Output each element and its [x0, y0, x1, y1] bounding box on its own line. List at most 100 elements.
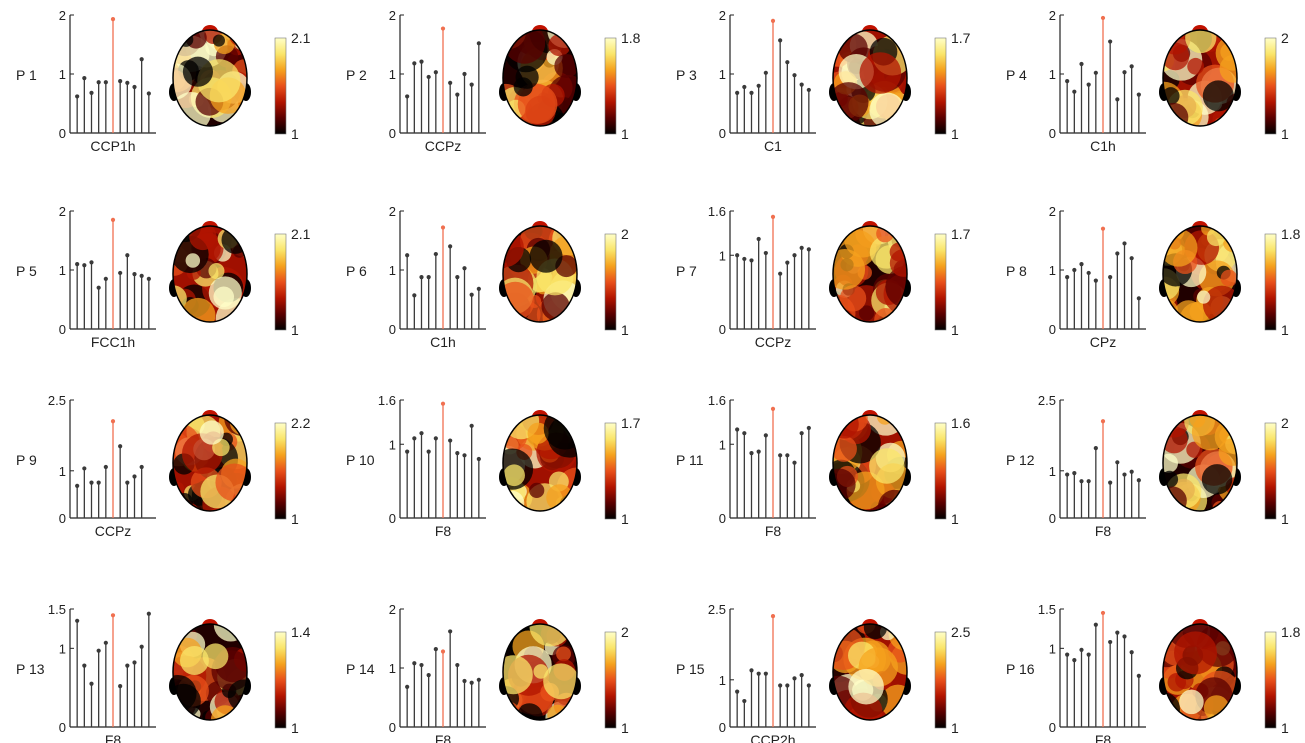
y-tick-label: 1.5 [48, 602, 66, 617]
stem-marker [110, 17, 116, 22]
stem [419, 59, 424, 133]
stem-plot-axes: 012.5 [1038, 393, 1146, 526]
stem [146, 611, 151, 727]
colorbar-gradient [274, 422, 287, 520]
stem [742, 256, 747, 329]
panel-label: P 8 [1006, 263, 1027, 279]
x-axis-label: F8 [435, 732, 452, 743]
stem-marker [756, 671, 761, 676]
stem [1136, 673, 1141, 727]
stem [1093, 70, 1098, 133]
stem-marker [455, 274, 460, 280]
y-tick-label: 0 [389, 720, 396, 735]
stem [799, 672, 804, 727]
y-tick-label: 0 [59, 511, 66, 526]
stem [1122, 241, 1127, 329]
stem [792, 676, 797, 727]
x-axis-label: C1 [764, 138, 782, 154]
stem [125, 80, 130, 133]
stem-highlight [770, 613, 776, 727]
stem-marker [778, 683, 783, 688]
colorbar-max-label: 1.8 [1281, 226, 1301, 242]
colorbar-max-label: 2.1 [291, 30, 311, 46]
stem-marker [103, 640, 108, 645]
panel-label: P 3 [676, 67, 697, 83]
stem-marker [82, 76, 87, 81]
stem [103, 464, 108, 518]
stem [1065, 78, 1070, 133]
x-axis-label: F8 [1095, 523, 1112, 539]
y-tick-label: 1 [1049, 67, 1056, 82]
stem [806, 683, 811, 727]
colorbar-min-label: 1 [291, 511, 299, 527]
stem-plot-axes: 011.5 [48, 602, 156, 735]
stem [412, 293, 417, 329]
stem-marker [440, 225, 446, 230]
stem [1093, 278, 1098, 329]
colorbar-max-label: 2 [621, 624, 629, 640]
stem [806, 425, 811, 518]
stem-marker [1122, 634, 1127, 639]
stem [96, 285, 101, 329]
stem [1136, 92, 1141, 133]
stem-marker [462, 678, 467, 684]
stem-marker [1100, 15, 1106, 21]
colorbar-max-label: 2 [1281, 415, 1289, 431]
stem-marker [146, 276, 151, 281]
stem-marker [89, 480, 94, 485]
stem [749, 668, 754, 727]
colorbar-gradient [1264, 233, 1277, 331]
stem-highlight [1100, 226, 1106, 329]
stem-marker [89, 90, 94, 95]
stem-highlight [1100, 610, 1106, 727]
stem-marker [749, 668, 754, 673]
x-axis-label: C1h [430, 334, 456, 350]
stem-marker [125, 480, 130, 485]
stem [1065, 652, 1070, 727]
stem [455, 451, 460, 518]
stem [785, 260, 790, 329]
stem-marker [1086, 652, 1091, 657]
stem [405, 449, 410, 518]
y-tick-label: 0 [389, 322, 396, 337]
stem [778, 683, 783, 727]
stem [469, 82, 474, 133]
stem-marker [125, 663, 130, 668]
stem [1108, 39, 1113, 133]
stem [462, 453, 467, 518]
stem [1129, 469, 1134, 518]
stem-marker [792, 253, 797, 258]
stem [1079, 61, 1084, 133]
stem-marker [469, 82, 474, 87]
stem [749, 451, 754, 518]
stem [806, 247, 811, 329]
colorbar: 21 [604, 226, 629, 338]
stem-marker [448, 629, 453, 634]
stem-marker [1129, 64, 1134, 69]
stem-marker [792, 676, 797, 681]
stem-marker [763, 671, 768, 676]
stem [433, 436, 438, 518]
stem [1072, 89, 1077, 133]
stem-marker [1086, 82, 1091, 87]
stem-marker [448, 438, 453, 443]
stem [448, 629, 453, 727]
head-topomap [499, 619, 581, 721]
stem [756, 236, 761, 329]
stem [405, 684, 410, 727]
y-tick-label: 0 [59, 126, 66, 141]
stem-marker [1108, 480, 1113, 485]
stem [749, 258, 754, 329]
stem-marker [476, 286, 481, 291]
stem-marker [89, 260, 94, 265]
stem [419, 662, 424, 727]
stem [1115, 460, 1120, 518]
y-tick-label: 1.6 [708, 204, 726, 219]
stem-marker [1072, 267, 1077, 273]
stem [1079, 262, 1084, 329]
